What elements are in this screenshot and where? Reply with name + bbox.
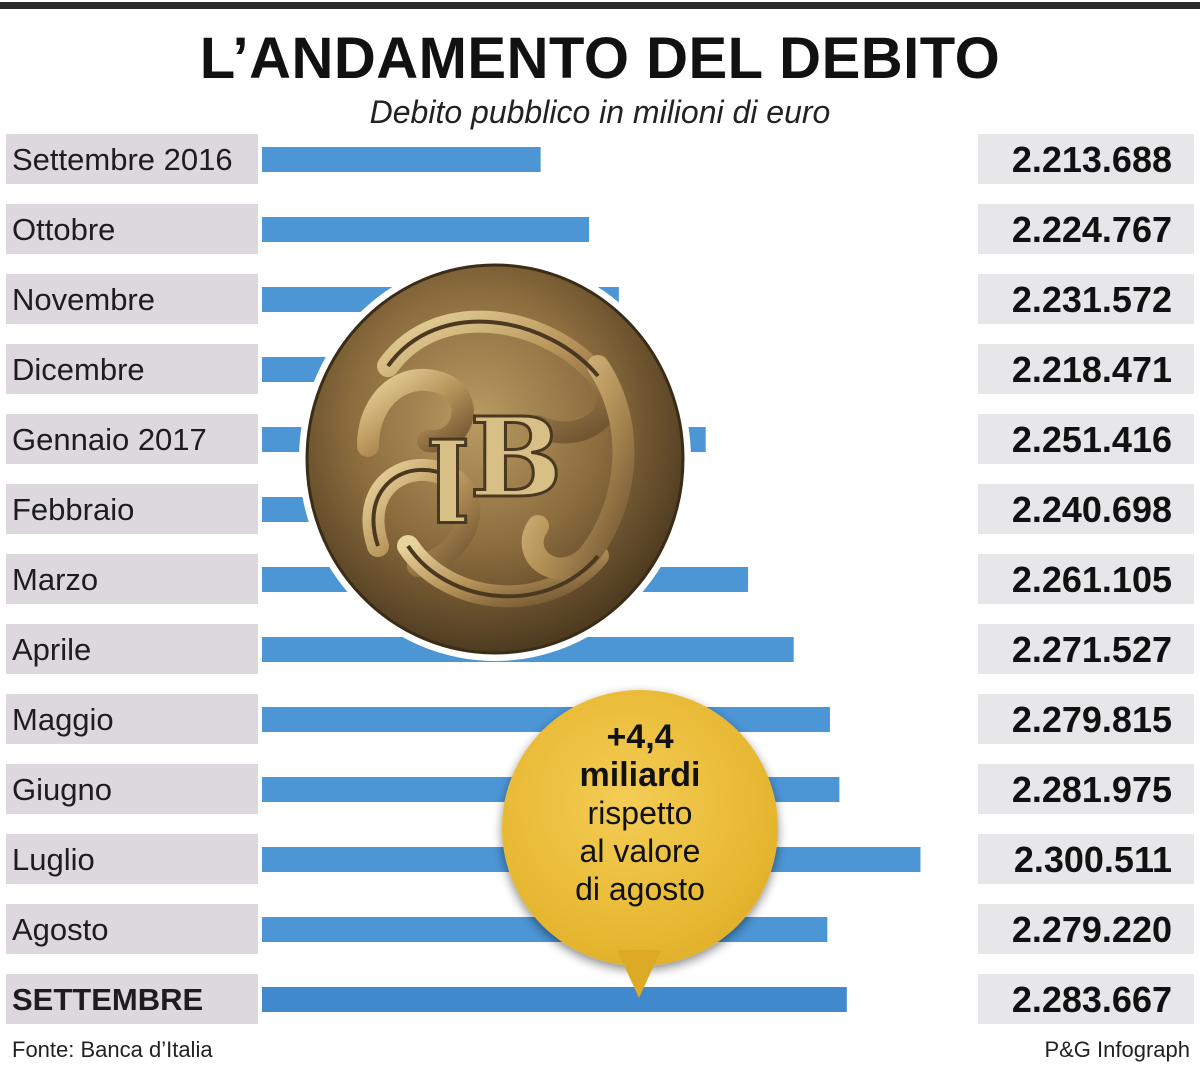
row-label-background — [6, 764, 258, 814]
callout-unit: miliardi — [579, 756, 701, 794]
row-label-background — [6, 974, 258, 1024]
row-label-background — [6, 904, 258, 954]
category-label: Gennaio 2017 — [12, 422, 207, 457]
row-label-background — [6, 134, 258, 184]
credit-note: P&G Infograph — [1044, 1037, 1190, 1062]
source-note: Fonte: Banca d’Italia — [12, 1037, 213, 1062]
callout-pointer — [617, 950, 661, 998]
category-label: Luglio — [12, 842, 95, 877]
category-label: SETTEMBRE — [12, 982, 203, 1017]
top-rule — [0, 2, 1200, 9]
value-label: 2.213.688 — [1012, 139, 1172, 180]
row-label-background — [6, 204, 258, 254]
svg-text:ꞁB: ꞁB — [428, 393, 563, 523]
bar — [262, 217, 590, 242]
row-label-background — [6, 344, 258, 394]
category-label: Agosto — [12, 912, 109, 947]
value-label: 2.283.667 — [1012, 979, 1172, 1020]
row-label-background — [6, 414, 258, 464]
callout-text-3: di agosto — [575, 871, 705, 907]
value-label: 2.279.815 — [1012, 699, 1172, 740]
value-label: 2.224.767 — [1012, 209, 1172, 250]
value-label: 2.261.105 — [1012, 559, 1172, 600]
row-label-background — [6, 554, 258, 604]
value-label: 2.251.416 — [1012, 419, 1172, 460]
row-label-background — [6, 834, 258, 884]
bar — [262, 147, 541, 172]
category-label: Aprile — [12, 632, 91, 667]
category-label: Maggio — [12, 702, 114, 737]
callout-text-2: al valore — [579, 833, 701, 869]
value-label: 2.279.220 — [1012, 909, 1172, 950]
value-label: 2.231.572 — [1012, 279, 1172, 320]
chart-title: L’ANDAMENTO DEL DEBITO — [199, 26, 1001, 91]
category-label: Ottobre — [12, 212, 115, 247]
row-label-background — [6, 274, 258, 324]
row-label-background — [6, 624, 258, 674]
category-label: Marzo — [12, 562, 98, 597]
value-label: 2.281.975 — [1012, 769, 1172, 810]
category-label: Febbraio — [12, 492, 134, 527]
bar — [262, 987, 847, 1012]
category-label: Novembre — [12, 282, 155, 317]
banca-d-italia-seal-icon: ꞁB — [299, 257, 691, 661]
value-label: 2.218.471 — [1012, 349, 1172, 390]
value-label: 2.240.698 — [1012, 489, 1172, 530]
row-label-background — [6, 484, 258, 534]
value-label: 2.300.511 — [1014, 839, 1172, 880]
chart-subtitle: Debito pubblico in milioni di euro — [369, 94, 831, 130]
difference-callout: +4,4 miliardi rispetto al valore di agos… — [502, 690, 778, 966]
category-label: Giugno — [12, 772, 112, 807]
callout-amount: +4,4 — [606, 718, 674, 756]
value-label: 2.271.527 — [1012, 629, 1172, 670]
category-label: Dicembre — [12, 352, 145, 387]
category-label: Settembre 2016 — [12, 142, 233, 177]
callout-text-1: rispetto — [587, 795, 693, 831]
row-label-background — [6, 694, 258, 744]
